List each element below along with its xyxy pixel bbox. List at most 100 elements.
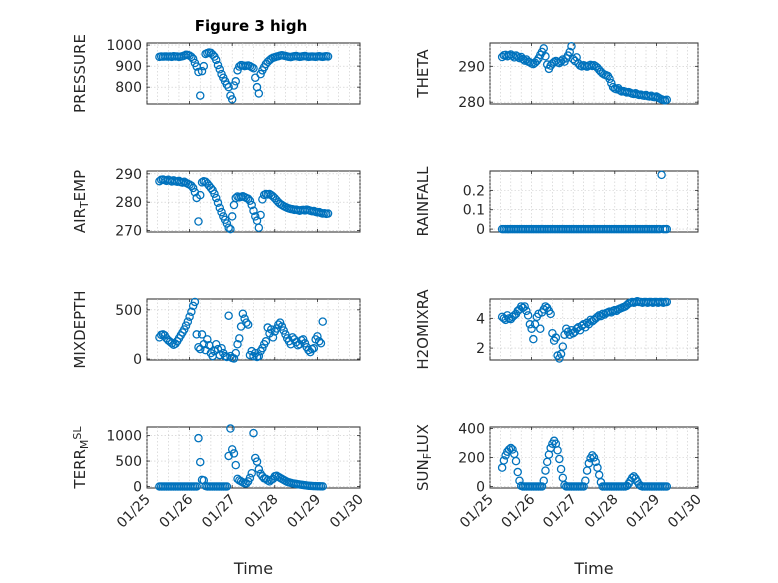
y-axis-label-part: F — [421, 453, 434, 459]
data-point — [222, 482, 232, 491]
y-tick-label: 500 — [115, 303, 142, 319]
data-point — [318, 482, 327, 491]
y-tick-label: 0.2 — [463, 183, 485, 199]
y-axis-label-part: M — [78, 440, 91, 450]
data-point — [318, 317, 327, 326]
data-point — [231, 460, 240, 470]
y-axis-label: H2OMIXRA — [414, 289, 432, 370]
data-point — [197, 330, 207, 339]
data-point — [537, 482, 547, 491]
data-point — [525, 320, 535, 329]
data-point — [504, 445, 514, 454]
data-point — [229, 81, 239, 90]
data-point — [581, 476, 590, 485]
x-tick-label: 01/28 — [582, 492, 622, 532]
axes-frame — [146, 298, 361, 361]
data-point — [279, 326, 288, 335]
data-point — [231, 348, 240, 358]
y-tick-label: 0 — [133, 479, 142, 495]
data-point — [541, 466, 550, 475]
data-point — [546, 309, 555, 319]
data-point — [657, 170, 666, 180]
data-point — [251, 212, 260, 221]
axes-layer: 800 900 1000 PRESSURE 280 290 THETA 270 280 290 AI… — [71, 34, 705, 578]
data-point — [192, 330, 201, 339]
data-point — [247, 62, 256, 72]
subplot-6: 2 4 H2OMIXRA — [414, 289, 699, 370]
data-point — [188, 54, 198, 64]
data-point — [188, 301, 198, 311]
data-point — [217, 343, 226, 353]
y-axis-label-part: PRESSURE — [71, 34, 89, 113]
data-point — [238, 309, 248, 319]
x-tick-label: 01/25 — [457, 492, 497, 532]
data-point — [304, 345, 313, 355]
data-point — [180, 325, 189, 334]
x-tick-label: 01/29 — [623, 492, 663, 532]
y-axis-label-part: EMP — [71, 170, 89, 201]
y-axis-label: MIXDEPTH — [71, 290, 89, 368]
data-point — [227, 445, 237, 454]
data-point — [213, 60, 223, 70]
data-point — [605, 74, 614, 84]
series-markers — [155, 297, 327, 363]
data-point — [586, 315, 595, 325]
data-point — [187, 307, 196, 317]
x-tick-label: 01/30 — [665, 492, 705, 532]
x-tick-label: 01/30 — [327, 492, 367, 532]
data-point — [249, 63, 258, 73]
data-point — [662, 482, 672, 491]
y-tick-label: 4 — [476, 311, 485, 327]
y-tick-label: 200 — [458, 451, 485, 467]
y-axis-label-part: T — [78, 201, 91, 209]
data-point — [229, 449, 239, 458]
data-point — [194, 433, 203, 443]
data-point — [254, 223, 264, 232]
y-tick-label: 1000 — [106, 38, 142, 54]
axes-frame — [146, 42, 361, 105]
data-point — [558, 55, 568, 64]
data-point — [183, 317, 193, 326]
data-point — [190, 297, 200, 307]
data-point — [252, 457, 262, 466]
y-axis-label-part: H2OMIXRA — [414, 289, 432, 370]
data-point — [226, 224, 235, 234]
y-axis-label-part: RAINFALL — [414, 166, 432, 237]
data-point — [567, 41, 576, 51]
data-point — [254, 351, 264, 361]
y-tick-label: 0 — [133, 352, 142, 368]
y-axis-label-part: THETA — [414, 49, 432, 99]
y-axis-label-part: SL — [71, 426, 84, 440]
data-point — [323, 52, 333, 61]
data-point — [309, 343, 319, 353]
x-tick-label: 01/29 — [284, 492, 324, 532]
y-tick-label: 290 — [115, 167, 142, 183]
data-point — [215, 65, 225, 74]
data-point — [199, 61, 209, 71]
data-point — [188, 183, 198, 193]
data-point — [516, 302, 526, 311]
data-point — [227, 95, 237, 104]
data-point — [195, 190, 205, 200]
data-point — [181, 321, 191, 330]
data-point — [247, 469, 256, 478]
subplot-5: 0 500 MIXDEPTH — [71, 290, 361, 369]
data-point — [233, 340, 242, 349]
data-point — [199, 476, 209, 485]
data-point — [662, 224, 672, 234]
y-axis-label-part: TERR — [71, 449, 89, 490]
subplot-4: 0 0.1 0.2 RAINFALL — [414, 166, 699, 238]
data-point — [541, 52, 550, 61]
axes-frame — [489, 42, 699, 105]
x-tick-label: 01/27 — [540, 492, 580, 532]
x-tick-label: 01/27 — [199, 492, 239, 532]
data-point — [224, 451, 233, 461]
data-point — [520, 56, 529, 65]
data-point — [662, 297, 672, 307]
data-point — [211, 340, 221, 349]
y-axis-label: RAINFALL — [414, 166, 432, 237]
data-point — [523, 311, 533, 320]
data-point — [167, 339, 177, 348]
data-point — [539, 44, 548, 53]
figure-title: Figure 3 high — [195, 17, 308, 35]
